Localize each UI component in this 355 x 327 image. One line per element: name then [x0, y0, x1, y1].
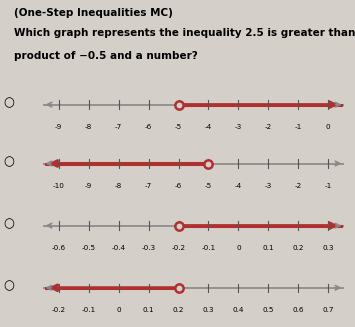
Text: ○: ○	[4, 96, 14, 110]
Text: Which graph represents the inequality 2.5 is greater than the: Which graph represents the inequality 2.…	[14, 28, 355, 38]
Text: (One-Step Inequalities MC): (One-Step Inequalities MC)	[14, 8, 173, 18]
Text: ○: ○	[4, 280, 14, 293]
Text: ○: ○	[4, 217, 14, 231]
Text: ○: ○	[4, 155, 14, 168]
Text: product of −0.5 and a number?: product of −0.5 and a number?	[14, 51, 198, 61]
